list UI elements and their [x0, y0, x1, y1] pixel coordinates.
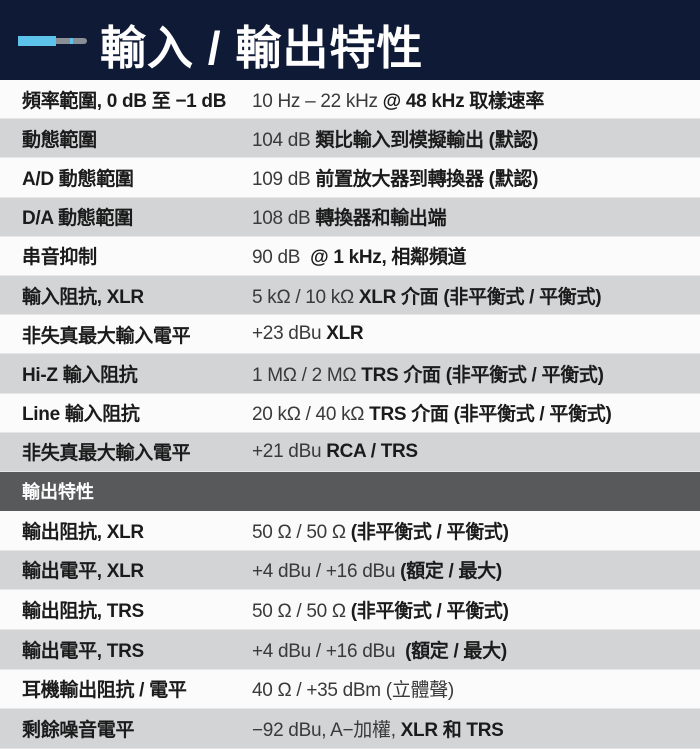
spec-label: 串音抑制	[22, 247, 97, 269]
spec-value-part: 50 Ω / 50 Ω	[252, 601, 351, 623]
spec-value-part: 類比輸入到模擬輸出 (默認)	[315, 129, 539, 151]
spec-label: Hi-Z 輸入阻抗	[22, 364, 138, 386]
spec-value: 40 Ω / +35 dBm (立體聲)	[252, 675, 454, 702]
table-row: 剩餘噪音電平 −92 dBu, A−加權, XLR 和 TRS	[0, 709, 700, 749]
spec-value: 108 dB 轉換器和輸出端	[252, 203, 447, 230]
spec-value-part: @ 48 kHz 取樣速率	[382, 90, 545, 112]
table-row: 動態範圍 104 dB 類比輸入到模擬輸出 (默認)	[0, 119, 700, 159]
spec-label: 剩餘噪音電平	[22, 720, 135, 742]
spec-value-part: @ 1 kHz, 相鄰頻道	[310, 247, 467, 269]
spec-value: +4 dBu / +16 dBu (額定 / 最大)	[252, 636, 507, 663]
spec-value-part: 10 Hz – 22 kHz	[252, 90, 383, 112]
output-spec-table: 輸出阻抗, XLR 50 Ω / 50 Ω (非平衡式 / 平衡式) 輸出電平, X…	[0, 510, 700, 749]
spec-label: 頻率範圍, 0 dB 至 −1 dB	[22, 90, 227, 112]
spec-value-part: (額定 / 最大)	[400, 561, 502, 583]
spec-header: 輸入 / 輸出特性	[0, 0, 700, 80]
spec-label: 輸入阻抗, XLR	[22, 286, 144, 308]
spec-label: D/A 動態範圍	[22, 208, 133, 230]
table-row: Hi-Z 輸入阻抗 1 MΩ / 2 MΩ TRS 介面 (非平衡式 / 平衡式)	[0, 354, 700, 394]
spec-value-part: (非平衡式 / 平衡式)	[350, 601, 509, 623]
table-row: 串音抑制 90 dB @ 1 kHz, 相鄰頻道	[0, 236, 700, 276]
table-row: 輸出電平, XLR +4 dBu / +16 dBu (額定 / 最大)	[0, 550, 700, 591]
table-row: 非失真最大輸入電平 +23 dBu XLR	[0, 315, 700, 355]
spec-value: +21 dBu RCA / TRS	[252, 441, 418, 463]
table-row: 輸入阻抗, XLR 5 kΩ / 10 kΩ XLR 介面 (非平衡式 / 平衡式…	[0, 275, 700, 316]
spec-label: 非失真最大輸入電平	[22, 325, 191, 347]
spec-value-part: RCA / TRS	[326, 440, 418, 462]
spec-value: 10 Hz – 22 kHz @ 48 kHz 取樣速率	[252, 86, 544, 113]
spec-value-part: +4 dBu / +16 dBu	[252, 561, 401, 583]
audio-jack-icon	[18, 36, 87, 46]
spec-value-part: XLR	[326, 323, 364, 345]
spec-label: Line 輸入阻抗	[22, 404, 140, 426]
spec-label: 輸出電平, XLR	[22, 561, 144, 583]
spec-value: 90 dB @ 1 kHz, 相鄰頻道	[252, 242, 467, 269]
spec-value-part: XLR 和 TRS	[400, 720, 504, 742]
spec-value: 109 dB 前置放大器到轉換器 (默認)	[252, 164, 538, 191]
spec-value-part: +4 dBu / +16 dBu	[252, 640, 406, 662]
spec-value-part: 109 dB	[252, 168, 316, 190]
spec-label: 非失真最大輸入電平	[22, 443, 191, 465]
spec-value-part: (額定 / 最大)	[405, 640, 507, 662]
table-row: 頻率範圍, 0 dB 至 −1 dB 10 Hz – 22 kHz @ 48 kH…	[0, 80, 700, 120]
table-row: 輸出電平, TRS +4 dBu / +16 dBu (額定 / 最大)	[0, 629, 700, 670]
spec-value: 104 dB 類比輸入到模擬輸出 (默認)	[252, 125, 538, 152]
section-header-output: 輸出特性	[0, 471, 700, 511]
spec-value-part: +23 dBu	[252, 323, 327, 345]
spec-label: 輸出阻抗, TRS	[22, 601, 144, 623]
spec-value: 50 Ω / 50 Ω (非平衡式 / 平衡式)	[252, 517, 509, 544]
spec-value: −92 dBu, A−加權, XLR 和 TRS	[252, 715, 504, 742]
spec-value: 20 kΩ / 40 kΩ TRS 介面 (非平衡式 / 平衡式)	[252, 399, 612, 426]
table-row: 輸出阻抗, XLR 50 Ω / 50 Ω (非平衡式 / 平衡式)	[0, 510, 700, 551]
input-spec-table: 頻率範圍, 0 dB 至 −1 dB 10 Hz – 22 kHz @ 48 kH…	[0, 80, 700, 472]
spec-label: 輸出阻抗, XLR	[22, 521, 144, 543]
spec-value-part: 轉換器和輸出端	[315, 208, 447, 230]
spec-label: 動態範圍	[22, 129, 97, 151]
spec-value: +23 dBu XLR	[252, 323, 364, 345]
table-row: 耳機輸出阻抗 / 電平 40 Ω / +35 dBm (立體聲)	[0, 669, 700, 710]
spec-value-part: 50 Ω / 50 Ω	[252, 521, 351, 543]
table-row: A/D 動態範圍 109 dB 前置放大器到轉換器 (默認)	[0, 158, 700, 198]
spec-value-part: TRS 介面 (非平衡式 / 平衡式)	[361, 364, 604, 386]
table-row: 輸出阻抗, TRS 50 Ω / 50 Ω (非平衡式 / 平衡式)	[0, 590, 700, 630]
spec-value-part: 108 dB	[252, 208, 316, 230]
spec-value-part: 20 kΩ / 40 kΩ	[252, 404, 370, 426]
spec-label: 輸出電平, TRS	[22, 640, 144, 662]
table-row: 非失真最大輸入電平 +21 dBu RCA / TRS	[0, 432, 700, 472]
page-title: 輸入 / 輸出特性	[100, 22, 424, 74]
spec-value-part: TRS 介面 (非平衡式 / 平衡式)	[369, 404, 612, 426]
spec-value-part: 104 dB	[252, 129, 316, 151]
spec-value-part: XLR 介面 (非平衡式 / 平衡式)	[358, 286, 602, 308]
spec-value-part: 1 MΩ / 2 MΩ	[252, 364, 362, 386]
spec-value: 50 Ω / 50 Ω (非平衡式 / 平衡式)	[252, 596, 509, 623]
spec-value-part: 40 Ω / +35 dBm (立體聲)	[252, 680, 454, 702]
table-row: D/A 動態範圍 108 dB 轉換器和輸出端	[0, 197, 700, 237]
spec-value-part: 90 dB	[252, 247, 311, 269]
spec-label: A/D 動態範圍	[22, 168, 134, 190]
spec-value-part: −92 dBu, A−加權,	[252, 720, 401, 742]
spec-value: 1 MΩ / 2 MΩ TRS 介面 (非平衡式 / 平衡式)	[252, 360, 604, 387]
spec-value-part: (非平衡式 / 平衡式)	[350, 521, 509, 543]
table-row: Line 輸入阻抗 20 kΩ / 40 kΩ TRS 介面 (非平衡式 / 平衡…	[0, 393, 700, 433]
spec-value: +4 dBu / +16 dBu (額定 / 最大)	[252, 556, 502, 583]
spec-value-part: +21 dBu	[252, 440, 327, 462]
spec-label: 耳機輸出阻抗 / 電平	[22, 680, 187, 702]
spec-value-part: 5 kΩ / 10 kΩ	[252, 286, 359, 308]
spec-value-part: 前置放大器到轉換器 (默認)	[315, 168, 539, 190]
spec-value: 5 kΩ / 10 kΩ XLR 介面 (非平衡式 / 平衡式)	[252, 282, 602, 309]
